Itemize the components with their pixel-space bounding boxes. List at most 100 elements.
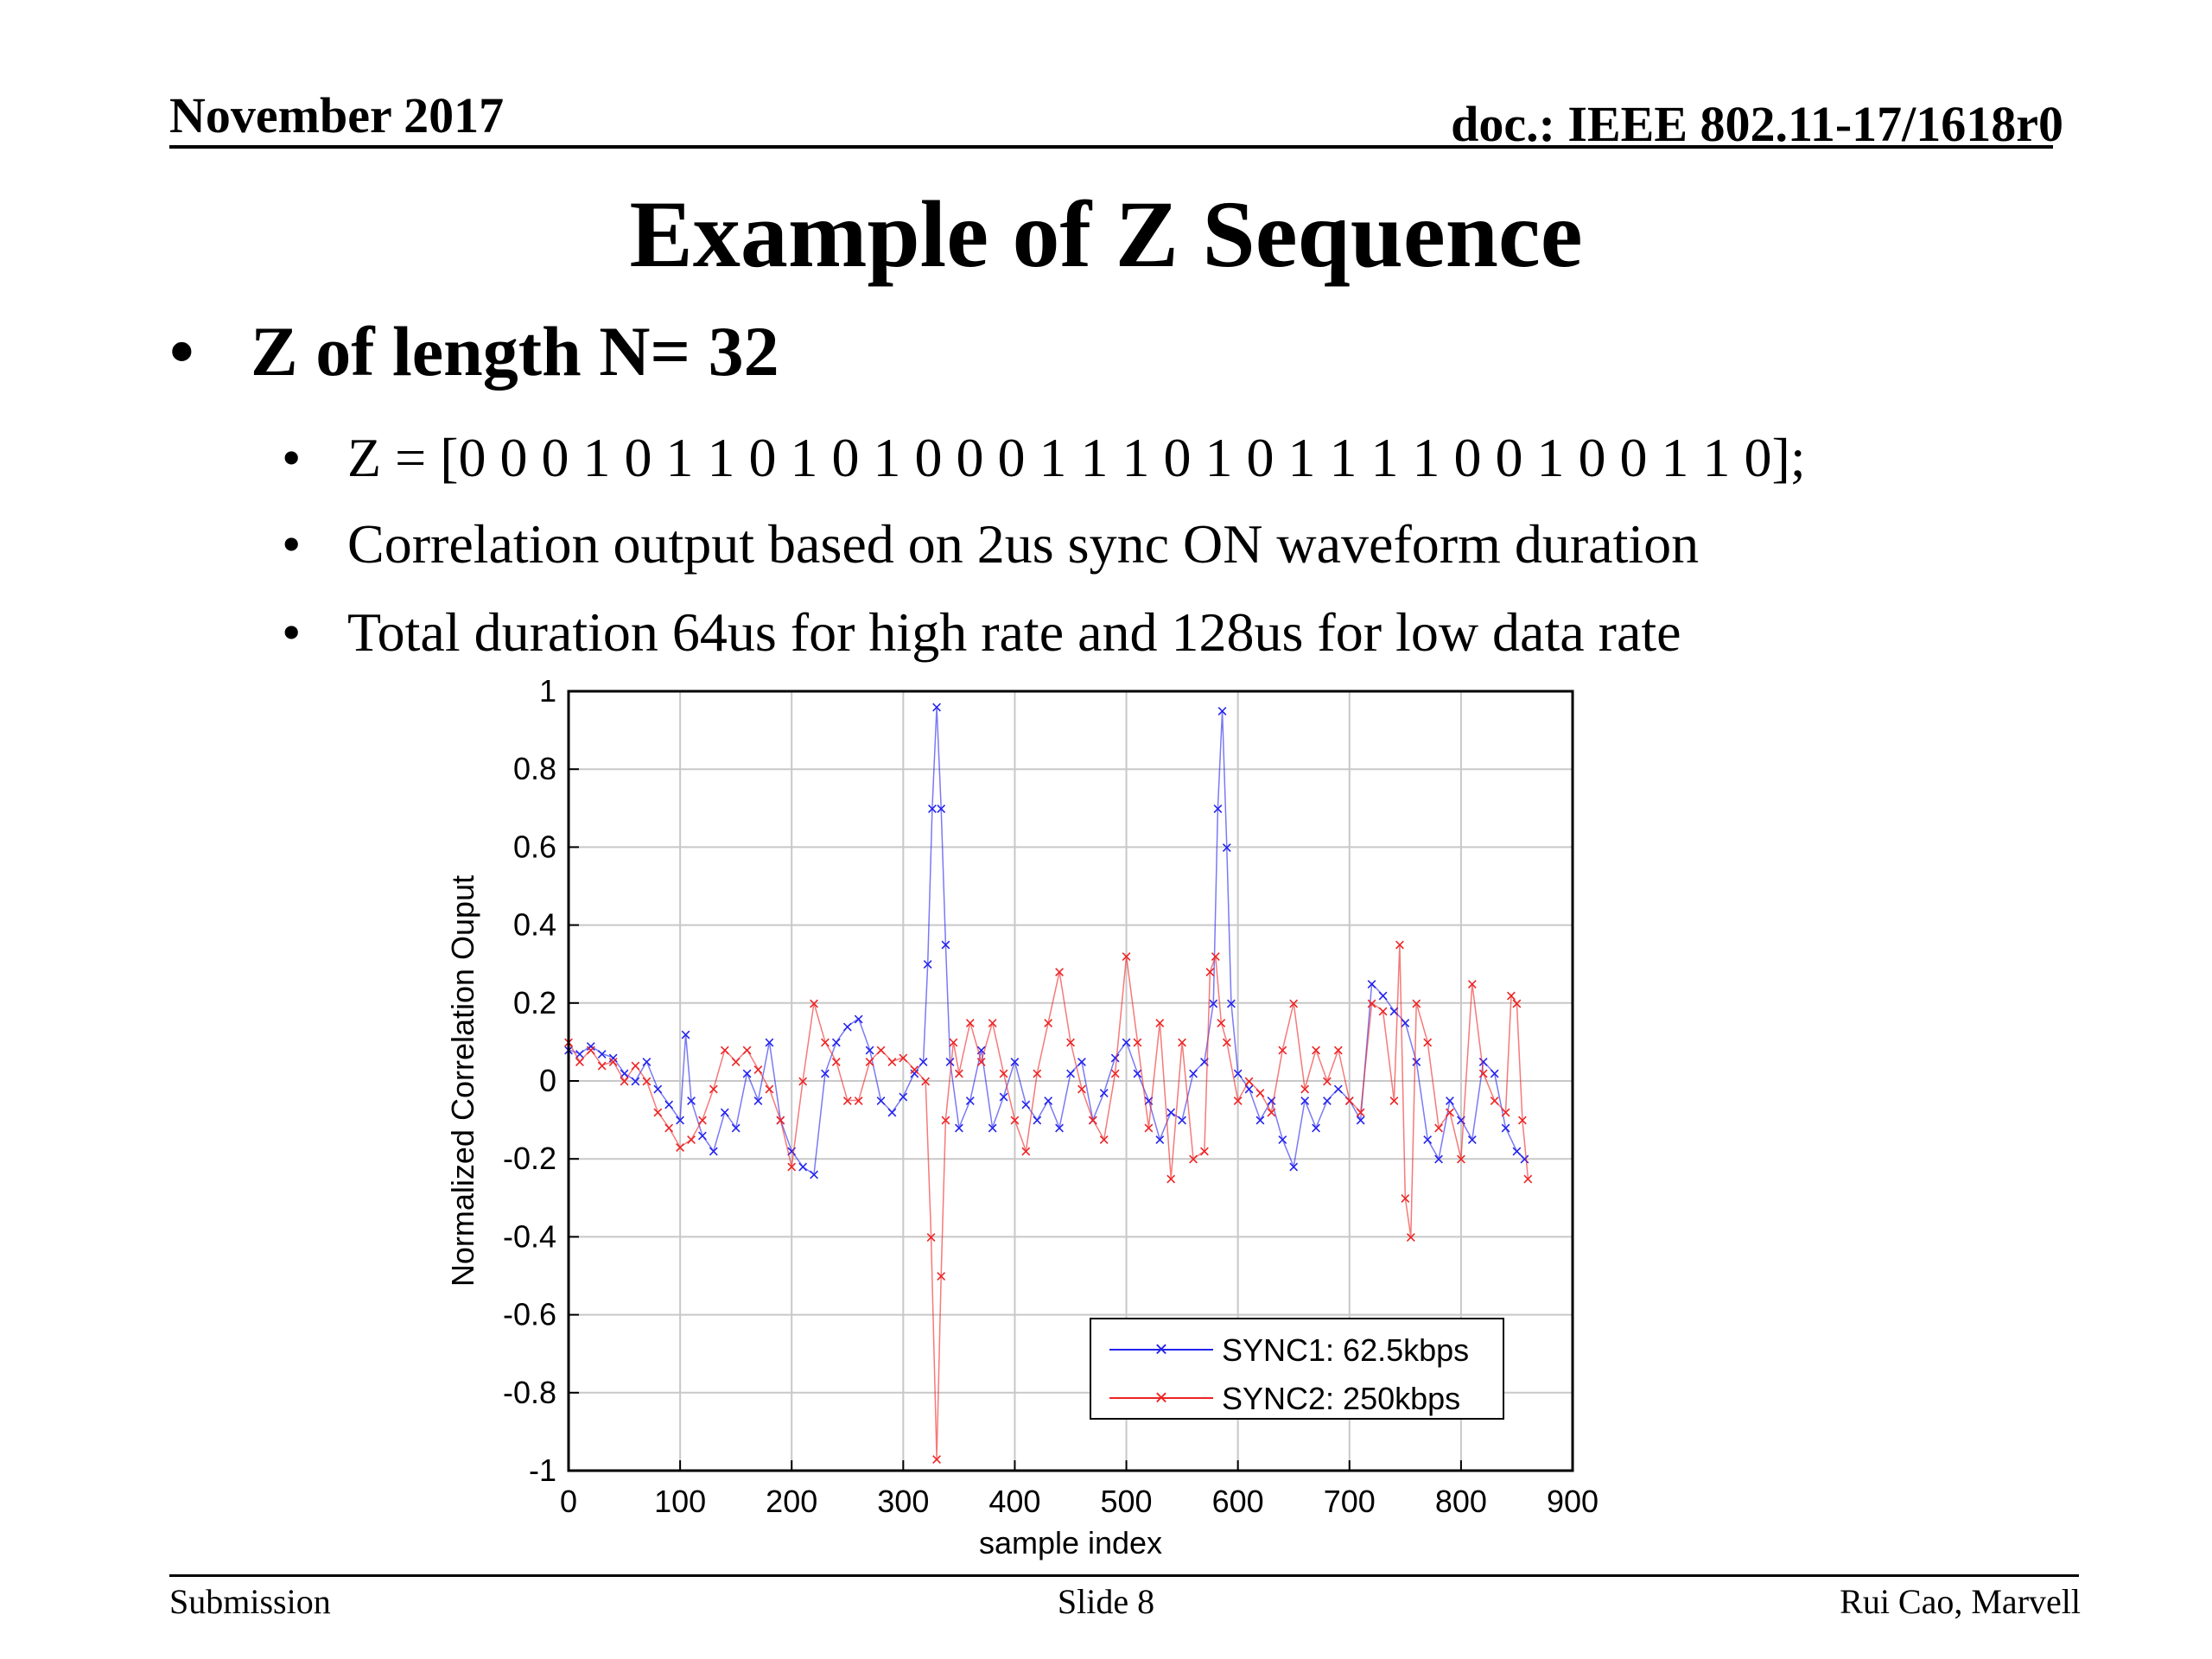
- legend-label-sync1: SYNC1: 62.5kbps: [1222, 1332, 1469, 1368]
- header-divider: [169, 145, 2053, 149]
- data-point-sync1: ×: [596, 1043, 607, 1065]
- data-point-sync1: ×: [1366, 973, 1377, 995]
- legend-box: [1090, 1318, 1504, 1420]
- legend-label-sync2: SYNC2: 250kbps: [1222, 1381, 1460, 1416]
- data-point-sync2: ×: [1511, 993, 1522, 1014]
- data-point-sync1: ×: [1422, 1129, 1433, 1151]
- data-point-sync1: ×: [1076, 1051, 1087, 1072]
- data-point-sync1: ×: [820, 1063, 831, 1084]
- data-point-sync1: ×: [944, 1051, 956, 1072]
- data-point-sync2: ×: [1311, 1039, 1322, 1061]
- data-point-sync2: ×: [1054, 962, 1065, 983]
- data-point-sync1: ×: [1519, 1148, 1530, 1170]
- sub-bullet-text: Total duration 64us for high rate and 12…: [347, 601, 1681, 663]
- data-point-sync2: ×: [864, 1051, 875, 1072]
- chart-series-layer: × × × × × × × × × × × × × × × × × × × × × × × × × × × × × × × × × × × × × × × ×…: [563, 696, 1534, 1470]
- data-point-sync2: ×: [730, 1051, 741, 1072]
- data-point-sync2: ×: [764, 1078, 775, 1100]
- data-point-sync1: ×: [1411, 1051, 1422, 1072]
- data-point-sync2: ×: [1332, 1039, 1344, 1061]
- data-point-sync2: ×: [1020, 1141, 1032, 1162]
- data-point-sync1: ×: [798, 1156, 809, 1178]
- data-point-sync2: ×: [1205, 962, 1216, 983]
- data-point-sync1: ×: [630, 1071, 641, 1092]
- x-tick-label: 800: [1435, 1484, 1487, 1519]
- data-point-sync1: ×: [675, 1109, 686, 1131]
- data-point-sync2: ×: [675, 1137, 686, 1159]
- y-axis-label: Normalized Correlation Ouput: [445, 875, 480, 1287]
- data-point-sync2: ×: [1405, 1226, 1416, 1248]
- sub-bullet-text: Correlation output based on 2us sync ON …: [347, 513, 1700, 575]
- data-point-sync2: ×: [1188, 1148, 1199, 1170]
- data-point-sync1: ×: [853, 1008, 864, 1030]
- legend-marker-sync2: ×: [1154, 1384, 1167, 1410]
- y-tick-label: -0.6: [503, 1297, 556, 1332]
- data-point-sync1: ×: [998, 1086, 1009, 1108]
- data-point-sync2: ×: [574, 1051, 585, 1072]
- data-point-sync1: ×: [686, 1090, 697, 1112]
- data-point-sync2: ×: [1177, 1032, 1188, 1053]
- data-point-sync1: ×: [931, 696, 943, 718]
- data-point-sync2: ×: [1489, 1090, 1500, 1112]
- data-point-sync1: ×: [730, 1117, 741, 1139]
- series-line-sync2: [568, 944, 1529, 1459]
- data-point-sync2: ×: [1210, 946, 1221, 968]
- data-point-sync1: ×: [1466, 1129, 1478, 1151]
- data-point-sync2: ×: [809, 993, 820, 1014]
- data-point-sync2: ×: [1216, 1012, 1227, 1033]
- data-point-sync1: ×: [1400, 1012, 1411, 1033]
- data-point-sync2: ×: [1154, 1012, 1166, 1033]
- bullet-dot: •: [282, 601, 302, 663]
- data-point-sync2: ×: [976, 1051, 987, 1072]
- data-point-sync2: ×: [925, 1226, 937, 1248]
- y-tick-label: 0.6: [513, 829, 556, 864]
- data-point-sync1: ×: [1065, 1063, 1077, 1084]
- data-point-sync1: ×: [1445, 1090, 1456, 1112]
- data-point-sync1: ×: [697, 1125, 709, 1147]
- x-tick-label: 700: [1324, 1484, 1376, 1519]
- data-point-sync1: ×: [875, 1090, 887, 1112]
- x-tick-label: 200: [766, 1484, 817, 1519]
- data-point-sync1: ×: [664, 1094, 675, 1116]
- data-point-sync1: ×: [1166, 1102, 1177, 1123]
- header-date: November 2017: [169, 87, 505, 143]
- data-point-sync1: ×: [708, 1141, 719, 1162]
- data-point-sync2: ×: [664, 1117, 675, 1139]
- data-point-sync2: ×: [741, 1039, 753, 1061]
- data-point-sync2: ×: [585, 1039, 596, 1061]
- data-point-sync1: ×: [585, 1035, 596, 1057]
- data-point-sync2: ×: [753, 1058, 764, 1080]
- data-point-sync2: ×: [1243, 1071, 1255, 1092]
- data-point-sync1: ×: [1208, 993, 1219, 1014]
- data-point-sync2: ×: [898, 1047, 909, 1069]
- data-point-sync2: ×: [1032, 1063, 1043, 1084]
- data-point-sync1: ×: [953, 1117, 964, 1139]
- data-point-sync2: ×: [948, 1032, 959, 1053]
- data-point-sync1: ×: [619, 1063, 630, 1084]
- data-point-sync2: ×: [1411, 993, 1422, 1014]
- data-point-sync2: ×: [875, 1039, 887, 1061]
- data-point-sync2: ×: [641, 1071, 652, 1092]
- y-tick-label: -0.4: [503, 1218, 556, 1254]
- data-point-sync1: ×: [922, 954, 933, 976]
- data-point-sync2: ×: [936, 1266, 947, 1287]
- data-point-sync2: ×: [1300, 1078, 1311, 1100]
- data-point-sync2: ×: [1466, 973, 1478, 995]
- footer-slide-number: Slide 8: [1057, 1582, 1155, 1621]
- chart-legend: × SYNC1: 62.5kbps × SYNC2: 250kbps: [1090, 1318, 1504, 1420]
- data-point-sync1: ×: [1288, 1156, 1300, 1178]
- data-point-sync1: ×: [1109, 1047, 1121, 1069]
- x-tick-label: 900: [1547, 1484, 1599, 1519]
- data-point-sync1: ×: [887, 1102, 898, 1123]
- data-point-sync2: ×: [931, 1448, 943, 1470]
- data-point-sync2: ×: [853, 1090, 864, 1112]
- chart-ticks: 0 100 200 300 400 500 600 700 800 900 -1 -0.8 -0.6 -0…: [503, 673, 1599, 1519]
- data-point-sync2: ×: [920, 1071, 931, 1092]
- y-tick-label: -0.8: [503, 1375, 556, 1410]
- data-point-sync1: ×: [1217, 701, 1228, 722]
- data-point-sync2: ×: [1132, 1032, 1143, 1053]
- data-point-sync2: ×: [1098, 1129, 1109, 1151]
- footer-divider: [169, 1574, 2079, 1577]
- footer-submission: Submission: [169, 1582, 331, 1621]
